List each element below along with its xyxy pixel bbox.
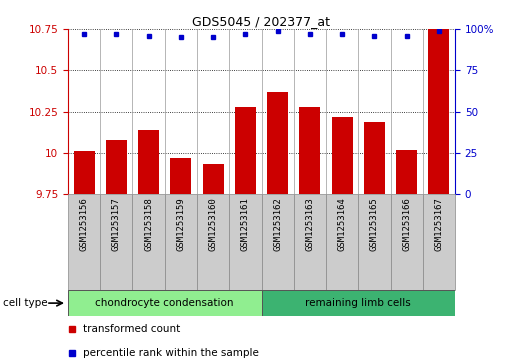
Text: percentile rank within the sample: percentile rank within the sample xyxy=(84,348,259,358)
Bar xyxy=(74,151,95,194)
Bar xyxy=(229,194,262,290)
Bar xyxy=(396,150,417,194)
Text: GSM1253160: GSM1253160 xyxy=(209,197,218,251)
Text: GSM1253163: GSM1253163 xyxy=(305,197,314,251)
Text: GSM1253166: GSM1253166 xyxy=(402,197,411,251)
Bar xyxy=(294,194,326,290)
Bar xyxy=(106,140,127,194)
Bar xyxy=(262,194,294,290)
Bar xyxy=(68,194,100,290)
Text: GSM1253157: GSM1253157 xyxy=(112,197,121,251)
Bar xyxy=(235,107,256,194)
Bar xyxy=(267,92,288,194)
Bar xyxy=(132,194,165,290)
Text: GSM1253164: GSM1253164 xyxy=(338,197,347,251)
Text: GSM1253161: GSM1253161 xyxy=(241,197,250,251)
Bar xyxy=(326,194,358,290)
Bar xyxy=(423,194,455,290)
Bar xyxy=(68,290,262,316)
Text: GSM1253156: GSM1253156 xyxy=(79,197,88,251)
Text: cell type: cell type xyxy=(3,298,47,308)
Text: GSM1253165: GSM1253165 xyxy=(370,197,379,251)
Bar xyxy=(391,194,423,290)
Bar xyxy=(428,29,449,194)
Bar xyxy=(170,158,191,194)
Text: GSM1253162: GSM1253162 xyxy=(273,197,282,251)
Text: GSM1253167: GSM1253167 xyxy=(435,197,444,251)
Bar xyxy=(100,194,132,290)
Bar xyxy=(358,194,391,290)
Bar xyxy=(262,290,455,316)
Bar xyxy=(197,194,229,290)
Text: transformed count: transformed count xyxy=(84,324,181,334)
Bar xyxy=(364,122,385,194)
Bar xyxy=(299,107,321,194)
Text: remaining limb cells: remaining limb cells xyxy=(305,298,411,308)
Text: chondrocyte condensation: chondrocyte condensation xyxy=(96,298,234,308)
Text: GSM1253158: GSM1253158 xyxy=(144,197,153,251)
Bar xyxy=(165,194,197,290)
Bar xyxy=(332,117,353,194)
Text: GSM1253159: GSM1253159 xyxy=(176,197,185,251)
Bar xyxy=(202,164,224,194)
Bar xyxy=(138,130,159,194)
Title: GDS5045 / 202377_at: GDS5045 / 202377_at xyxy=(192,15,331,28)
